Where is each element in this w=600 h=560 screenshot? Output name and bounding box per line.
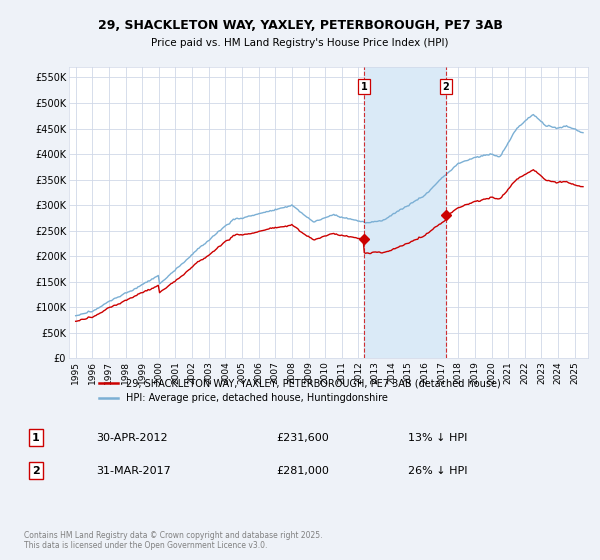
Text: 31-MAR-2017: 31-MAR-2017 xyxy=(96,466,171,476)
Text: Contains HM Land Registry data © Crown copyright and database right 2025.
This d: Contains HM Land Registry data © Crown c… xyxy=(24,530,323,550)
Text: 2: 2 xyxy=(442,82,449,92)
Legend: 29, SHACKLETON WAY, YAXLEY, PETERBOROUGH, PE7 3AB (detached house), HPI: Average: 29, SHACKLETON WAY, YAXLEY, PETERBOROUGH… xyxy=(95,374,505,407)
Text: 1: 1 xyxy=(32,433,40,443)
Text: 26% ↓ HPI: 26% ↓ HPI xyxy=(408,466,467,476)
Text: £231,600: £231,600 xyxy=(276,433,329,443)
Text: 30-APR-2012: 30-APR-2012 xyxy=(96,433,167,443)
Text: 29, SHACKLETON WAY, YAXLEY, PETERBOROUGH, PE7 3AB: 29, SHACKLETON WAY, YAXLEY, PETERBOROUGH… xyxy=(98,18,502,32)
Text: 1: 1 xyxy=(361,82,367,92)
Text: 13% ↓ HPI: 13% ↓ HPI xyxy=(408,433,467,443)
Text: £281,000: £281,000 xyxy=(276,466,329,476)
Text: Price paid vs. HM Land Registry's House Price Index (HPI): Price paid vs. HM Land Registry's House … xyxy=(151,38,449,48)
Text: 2: 2 xyxy=(32,466,40,476)
Bar xyxy=(364,67,446,358)
